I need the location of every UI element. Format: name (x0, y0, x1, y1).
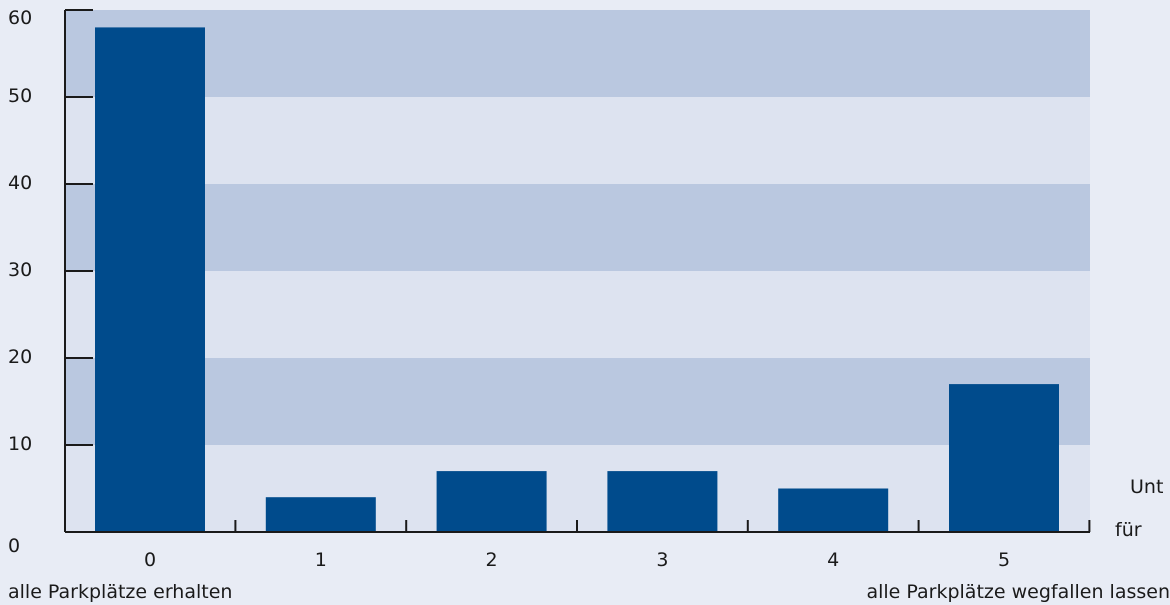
background-band (65, 97, 1090, 184)
x-tick-label: 1 (315, 549, 327, 571)
background-band (65, 10, 1090, 97)
y-tick-label: 40 (8, 172, 32, 194)
bar-1 (265, 497, 376, 532)
x-axis: 0 1 2 3 4 5 (144, 520, 1091, 571)
right-end-annotation: alle Parkplätze wegfallen lassen (866, 581, 1170, 603)
bar-3 (607, 471, 718, 532)
bar-4 (778, 488, 889, 532)
x-tick-label: 3 (656, 549, 668, 571)
background-band (65, 184, 1090, 271)
background-bands (65, 10, 1090, 532)
y-tick-label: 30 (8, 259, 32, 281)
side-note-line-2: für (1115, 519, 1142, 541)
background-band (65, 445, 1090, 532)
bar-0 (95, 27, 205, 533)
side-note-line-1: Unt (1130, 476, 1163, 498)
x-tick-label: 4 (827, 549, 839, 571)
bar-2 (436, 471, 547, 532)
y-tick-label: 0 (8, 535, 20, 557)
x-tick-label: 0 (144, 549, 156, 571)
bars (95, 27, 1059, 533)
left-end-annotation: alle Parkplätze erhalten (8, 581, 232, 603)
bar-5 (949, 384, 1059, 532)
y-tick-label: 50 (8, 85, 32, 107)
y-tick-label: 10 (8, 433, 32, 455)
y-tick-label: 20 (8, 346, 32, 368)
y-tick-label: 60 (8, 7, 32, 29)
background-band (65, 271, 1090, 358)
background-band (65, 358, 1090, 445)
y-axis: 0 10 20 30 40 50 60 (8, 7, 93, 557)
x-tick-label: 2 (486, 549, 498, 571)
x-tick-label: 5 (998, 549, 1010, 571)
